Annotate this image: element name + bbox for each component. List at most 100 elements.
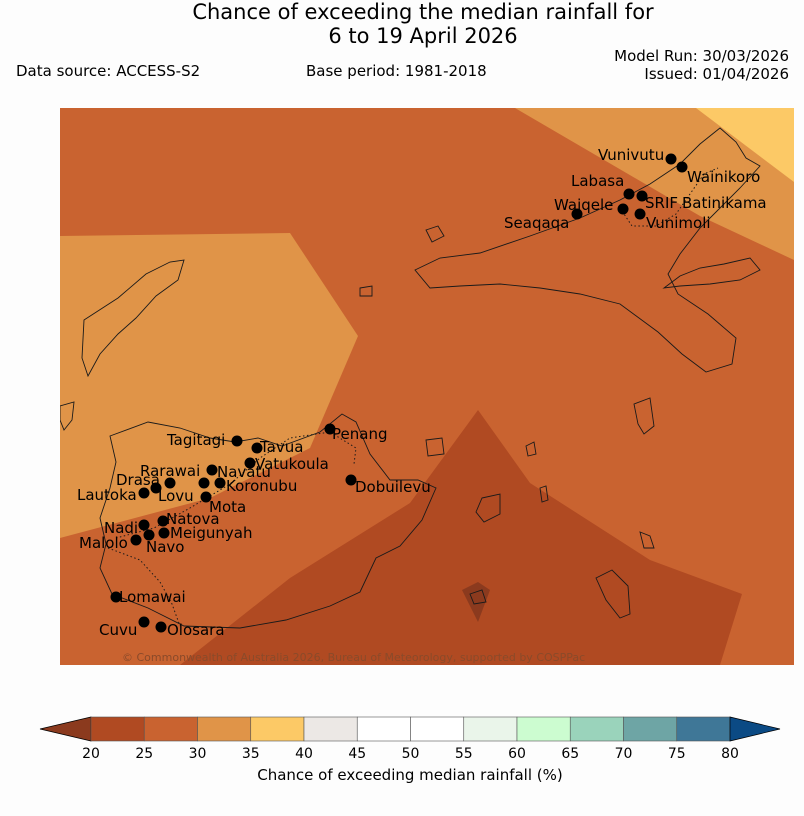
marker-wainikoro (676, 161, 688, 173)
label-vatukoula: Vatukoula (255, 455, 329, 473)
label-tavua: Tavua (259, 438, 303, 456)
colorbar-bin (569, 716, 624, 742)
marker-tagitagi (231, 435, 243, 447)
title-line-2: 6 to 19 April 2026 (328, 24, 518, 48)
colorbar-bin (463, 716, 518, 742)
label-meigunyah: Meigunyah (170, 524, 252, 542)
marker-navo (143, 529, 155, 541)
colorbar-tick-label: 55 (455, 746, 473, 762)
colorbar: 20 25 30 35 40 45 50 55 60 65 70 75 80 Chance of exc… (39, 716, 781, 784)
marker-lautoka (138, 487, 150, 499)
colorbar-tick-label: 35 (242, 746, 260, 762)
place-markers (110, 153, 688, 633)
label-seaqaqa: Seaqaqa (504, 214, 569, 232)
marker-malolo (130, 534, 142, 546)
label-cuvu: Cuvu (99, 621, 137, 639)
marker-cuvu (138, 616, 150, 628)
waya-coast (60, 401, 75, 431)
model-run-text: Model Run: 30/03/2026 (614, 47, 789, 65)
chart-title: Chance of exceeding the median rainfall … (0, 0, 804, 48)
region-20-25 (180, 410, 742, 665)
beqa-coast (469, 589, 487, 605)
copyright-notice: © Commonwealth of Australia 2026, Bureau… (122, 651, 585, 664)
title-line-1: Chance of exceeding the median rainfall … (192, 0, 654, 24)
colorbar-tick-label: 40 (295, 746, 313, 762)
gau-coast (595, 569, 631, 619)
marker-lautoka-east (150, 482, 162, 494)
colorbar-tick-label: 70 (615, 746, 633, 762)
label-waiqele: Waiqele (554, 196, 613, 214)
colorbar-tick-label: 80 (721, 746, 739, 762)
colorbar-bin (90, 716, 145, 742)
colorbar-bin (516, 716, 571, 742)
label-mota: Mota (209, 498, 246, 516)
label-dobuilevu: Dobuilevu (355, 478, 431, 496)
marker-labasa (623, 188, 635, 200)
label-malolo: Malolo (79, 534, 128, 552)
region-35-40 (696, 108, 794, 182)
issued-text: Issued: 01/04/2026 (644, 65, 789, 83)
marker-waiqele (617, 203, 629, 215)
label-nadi: Nadi (104, 519, 138, 537)
colorbar-bin (410, 716, 465, 742)
marker-koronubu (214, 477, 226, 489)
base-period-text: Base period: 1981-2018 (306, 62, 487, 80)
marker-tavua (251, 442, 263, 454)
yadua-coast (359, 285, 373, 297)
label-tagitagi: Tagitagi (166, 431, 225, 449)
colorbar-bin (143, 716, 198, 742)
macuata-boundary (619, 167, 719, 227)
colorbar-tick-label: 30 (189, 746, 207, 762)
label-koronubu: Koronubu (226, 477, 297, 495)
colorbar-ticks: 20 25 30 35 40 45 50 55 60 65 70 75 80 (82, 746, 739, 762)
label-vunimoli: Vunimoli (646, 214, 711, 232)
label-batinikama: Batinikama (682, 194, 767, 212)
nairai-coast (639, 531, 655, 549)
marker-seaqaqa (571, 208, 583, 220)
marker-vunimoli (634, 208, 646, 220)
region-30-35-northeast (515, 108, 794, 260)
colorbar-bins (39, 716, 781, 742)
marker-lomawai (110, 591, 122, 603)
label-labasa: Labasa (571, 172, 624, 190)
kia-coast (425, 225, 445, 243)
colorbar-tick-label: 45 (348, 746, 366, 762)
colorbar-label: Chance of exceeding median rainfall (%) (257, 766, 562, 784)
naigani-coast (425, 437, 445, 457)
colorbar-bin (197, 716, 252, 742)
label-olosara: Olosara (167, 621, 225, 639)
marker-navatu (198, 477, 210, 489)
marker-vatukoula (244, 457, 256, 469)
colorbar-tick-label: 50 (402, 746, 420, 762)
label-drasa: Drasa (116, 471, 160, 489)
region-30-35-west (60, 233, 358, 538)
marker-vunivutu (665, 153, 677, 165)
model-run-info: Model Run: 30/03/2026 Issued: 01/04/2026 (614, 47, 789, 83)
taveuni-coast (662, 257, 761, 289)
marker-nadi (138, 519, 150, 531)
colorbar-arrow-below (39, 716, 92, 742)
colorbar-bin (356, 716, 411, 742)
marker-penang (324, 423, 336, 435)
colorbar-tick-label: 60 (508, 746, 526, 762)
label-srif: SRIF (645, 194, 678, 212)
marker-batinikama (636, 190, 648, 202)
label-lomawai: Lomawai (119, 588, 186, 606)
marker-olosara (155, 621, 167, 633)
place-labels: Vunivutu Wainikoro Labasa Batinikama SRI… (77, 146, 767, 639)
label-natova: Natova (166, 510, 220, 528)
forecast-map: Vunivutu Wainikoro Labasa Batinikama SRI… (60, 108, 794, 665)
label-lovu: Lovu (158, 487, 194, 505)
marker-meigunyah (158, 527, 170, 539)
label-navatu: Navatu (217, 463, 271, 481)
viti-levu-coast (99, 413, 437, 629)
marker-natova (157, 515, 169, 527)
ovalau-coast (475, 493, 501, 523)
label-penang: Penang (332, 425, 387, 443)
colorbar-tick-label: 20 (82, 746, 100, 762)
marker-drasa (164, 477, 176, 489)
koro-coast (633, 397, 655, 435)
label-wainikoro: Wainikoro (687, 168, 760, 186)
label-vunivutu: Vunivutu (598, 146, 664, 164)
nadroga-boundary (107, 547, 181, 627)
